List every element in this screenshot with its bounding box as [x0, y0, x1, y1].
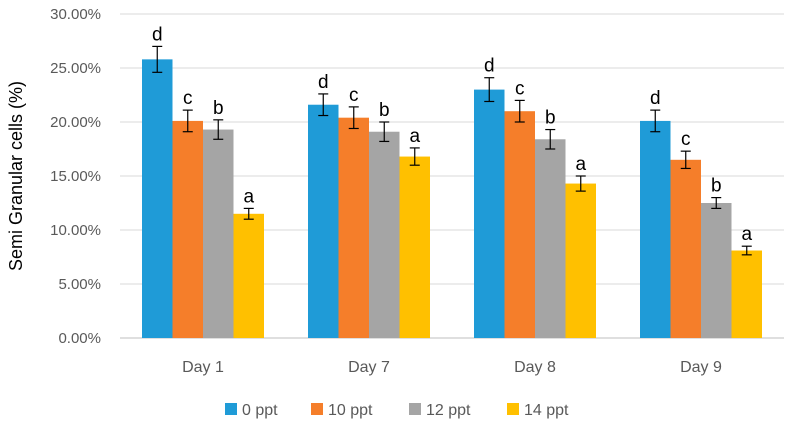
bar — [142, 59, 173, 339]
x-tick-label: Day 8 — [514, 359, 556, 376]
significance-letter: c — [515, 78, 525, 99]
bar — [308, 104, 339, 338]
error-bars — [152, 45, 752, 256]
legend-label: 0 ppt — [242, 402, 278, 419]
legend-swatch — [507, 403, 519, 415]
significance-letter: a — [741, 224, 752, 245]
significance-letter: d — [650, 88, 661, 109]
significance-letter: c — [183, 88, 193, 109]
significance-letter: b — [545, 108, 556, 129]
bar — [535, 139, 566, 338]
legend-swatch — [409, 403, 421, 415]
y-tick-label: 20.00% — [50, 114, 101, 131]
significance-letter: b — [711, 176, 722, 197]
significance-letter: c — [349, 85, 359, 106]
significance-letter: a — [409, 126, 420, 147]
y-tick-label: 0.00% — [58, 330, 101, 347]
axes: 0.00% 5.00% 10.00% 15.00% 20.00% 25.00% 30.00%… — [50, 6, 784, 376]
significance-letter: b — [379, 100, 390, 121]
bar — [399, 156, 430, 338]
significance-letter: b — [213, 98, 224, 119]
legend-swatch — [225, 403, 237, 415]
y-tick-label: 15.00% — [50, 168, 101, 185]
legend-swatch — [311, 403, 323, 415]
significance-letter: d — [318, 72, 329, 93]
bar — [172, 120, 203, 338]
y-tick-label: 10.00% — [50, 222, 101, 239]
legend-label: 10 ppt — [328, 402, 373, 419]
x-tick-label: Day 9 — [680, 359, 722, 376]
legend: 0 ppt 10 ppt 12 ppt 14 ppt — [225, 402, 569, 419]
legend-label: 14 ppt — [524, 402, 569, 419]
bar — [670, 159, 701, 338]
bar — [203, 129, 234, 338]
bar — [369, 131, 400, 338]
y-axis-label: Semi Granular cells (%) — [6, 81, 26, 271]
y-tick-label: 5.00% — [58, 276, 101, 293]
x-tick-label: Day 7 — [348, 359, 390, 376]
y-tick-label: 30.00% — [50, 6, 101, 23]
significance-letter: c — [681, 129, 691, 150]
bar — [565, 183, 596, 338]
bar — [731, 250, 762, 338]
bar — [233, 213, 264, 338]
bar — [504, 111, 535, 338]
significance-letter: d — [484, 56, 495, 77]
bar — [474, 89, 505, 338]
bar — [640, 120, 671, 338]
bar — [701, 203, 732, 338]
significance-letter: a — [575, 154, 586, 175]
bars — [142, 59, 762, 339]
significance-letter: d — [152, 24, 163, 45]
y-tick-label: 25.00% — [50, 60, 101, 77]
bar — [338, 117, 369, 339]
x-tick-label: Day 1 — [182, 359, 224, 376]
legend-label: 12 ppt — [426, 402, 471, 419]
significance-letter: a — [243, 186, 254, 207]
